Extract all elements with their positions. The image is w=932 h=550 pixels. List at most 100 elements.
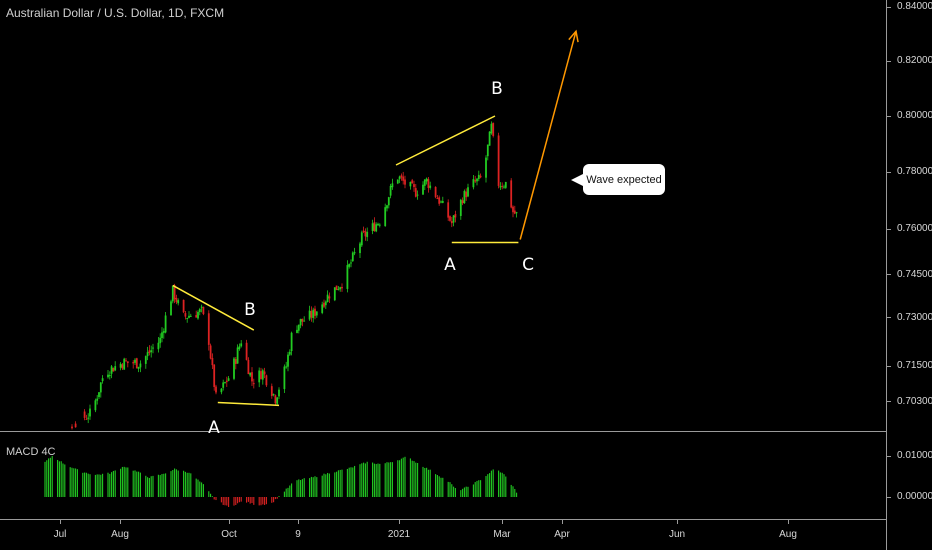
y-tick-label: 0.78000 <box>897 166 932 177</box>
candle-body <box>411 180 414 184</box>
candle-body <box>152 347 154 349</box>
x-tick-label: Jun <box>668 529 686 540</box>
candle-body <box>215 386 217 393</box>
candle-body <box>184 313 187 317</box>
candle-body <box>297 324 300 331</box>
candle-body <box>213 364 216 387</box>
y-tick-label: 0.73000 <box>897 312 932 323</box>
candle-body <box>245 342 248 360</box>
candle-body <box>112 367 115 372</box>
candle-body <box>492 122 495 136</box>
candle-body <box>170 301 172 316</box>
candle-body <box>366 231 369 238</box>
candle-body <box>323 302 325 307</box>
candle-body <box>240 343 243 347</box>
candle-body <box>497 135 500 186</box>
candle-body <box>236 347 239 364</box>
candle-body <box>459 199 462 216</box>
candle-body <box>467 187 469 197</box>
candle-body <box>402 176 405 181</box>
candle-body <box>501 185 504 187</box>
candle-body <box>98 392 100 398</box>
x-tick-label: 2021 <box>387 529 411 540</box>
candle-body <box>389 185 392 196</box>
candle-body <box>450 221 453 224</box>
candle-body <box>198 309 201 312</box>
candle-body <box>175 297 178 303</box>
candle-body <box>135 358 138 369</box>
candle-body <box>414 188 417 197</box>
candle-body <box>425 178 428 182</box>
candle-body <box>423 179 426 186</box>
candle-body <box>146 352 149 357</box>
candle-body <box>301 318 304 322</box>
candle-body <box>413 184 415 188</box>
candle-body <box>125 360 127 362</box>
candle-body <box>386 205 388 209</box>
candle-body <box>326 294 329 303</box>
candle-body <box>171 285 174 302</box>
wave-label: C <box>522 255 534 275</box>
candle-body <box>276 397 279 404</box>
candle-body <box>114 366 117 371</box>
candle-body <box>272 393 275 395</box>
candle-body <box>227 378 230 381</box>
candle-body <box>258 370 261 383</box>
candle-body <box>263 371 266 375</box>
candle-body <box>173 285 176 300</box>
candle-body <box>512 206 514 213</box>
candle-body <box>251 372 253 382</box>
candle-body <box>427 179 430 188</box>
candle-body <box>234 359 237 364</box>
trendline <box>172 284 255 331</box>
candle-body <box>110 366 113 374</box>
candle-body <box>449 216 451 221</box>
candle-body <box>387 197 390 206</box>
candle-body <box>359 243 361 254</box>
candle-body <box>238 346 241 349</box>
candle-body <box>85 418 88 420</box>
candle-body <box>126 361 129 364</box>
candle-body <box>510 180 513 208</box>
candle-body <box>260 371 262 380</box>
candle-body <box>186 318 189 320</box>
candle-body <box>132 362 135 364</box>
candle-body <box>452 215 455 223</box>
candle-body <box>87 417 90 419</box>
candle-body <box>299 318 302 326</box>
candle-body <box>477 174 480 180</box>
candle-body <box>350 262 352 264</box>
candle-body <box>249 372 252 376</box>
candle-body <box>377 223 379 226</box>
candle-body <box>220 388 223 393</box>
candle-body <box>182 299 185 313</box>
candle-body <box>490 123 493 134</box>
candle-body <box>400 175 403 178</box>
candle-body <box>308 310 311 320</box>
candle-body <box>107 374 109 378</box>
y-tick-label: 0.76000 <box>897 223 932 234</box>
candle-body <box>222 382 225 388</box>
candle-body <box>296 329 298 333</box>
x-tick-label: Mar <box>493 529 511 540</box>
forecast-arrow-head <box>568 29 579 43</box>
candle-body <box>465 191 468 198</box>
candle-body <box>375 224 378 232</box>
candle-body <box>499 186 502 188</box>
candle-body <box>404 179 406 185</box>
candle-body <box>195 315 198 318</box>
candle-body <box>287 354 289 367</box>
candle-body <box>315 311 318 316</box>
candle-body <box>134 359 136 363</box>
candle-body <box>441 201 444 203</box>
candle-body <box>362 230 365 233</box>
y-tick-label: 0.74500 <box>897 269 932 280</box>
candle-body <box>150 350 153 353</box>
candle-body <box>339 287 342 290</box>
trendline <box>395 115 496 166</box>
candle-body <box>119 363 122 368</box>
candle-body <box>515 212 518 214</box>
candle-body <box>209 345 212 359</box>
candle-body <box>274 395 277 404</box>
candle-body <box>440 201 442 203</box>
